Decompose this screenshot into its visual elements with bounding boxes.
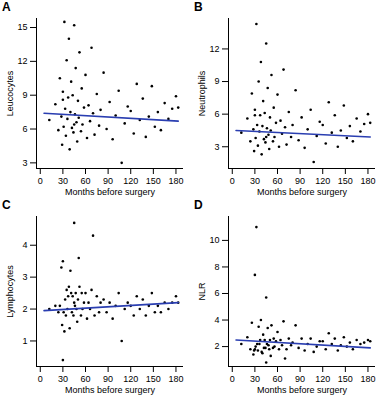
svg-text:3: 3 — [22, 158, 27, 168]
svg-text:6: 6 — [22, 124, 27, 134]
svg-text:10: 10 — [209, 235, 219, 245]
html-text:B: B — [194, 0, 203, 14]
svg-text:9: 9 — [22, 90, 27, 100]
svg-text:Lymphocytes: Lymphocytes — [5, 265, 15, 318]
svg-text:150: 150 — [338, 176, 353, 186]
svg-text:1: 1 — [22, 336, 27, 346]
svg-text:15: 15 — [17, 22, 27, 32]
svg-text:Months before surgery: Months before surgery — [257, 385, 348, 395]
svg-text:9: 9 — [214, 76, 219, 86]
svg-text:0: 0 — [38, 176, 43, 186]
svg-text:120: 120 — [123, 374, 138, 384]
svg-text:90: 90 — [103, 374, 113, 384]
svg-text:Months before surgery: Months before surgery — [65, 187, 156, 197]
svg-text:30: 30 — [58, 176, 68, 186]
svg-text:90: 90 — [295, 374, 305, 384]
svg-text:12: 12 — [17, 56, 27, 66]
svg-text:4: 4 — [22, 240, 27, 250]
svg-text:180: 180 — [168, 176, 183, 186]
svg-text:180: 180 — [360, 374, 375, 384]
svg-text:4: 4 — [214, 315, 219, 325]
svg-text:Leucocytes: Leucocytes — [5, 70, 15, 116]
svg-text:2: 2 — [22, 304, 27, 314]
svg-text:150: 150 — [146, 176, 161, 186]
html-text:C: C — [2, 198, 11, 212]
svg-text:60: 60 — [80, 374, 90, 384]
svg-text:2: 2 — [214, 341, 219, 351]
svg-text:60: 60 — [272, 374, 282, 384]
svg-text:NLR: NLR — [197, 282, 207, 301]
svg-text:60: 60 — [80, 176, 90, 186]
svg-text:3: 3 — [214, 142, 219, 152]
svg-text:30: 30 — [58, 374, 68, 384]
svg-text:0: 0 — [38, 374, 43, 384]
svg-text:0: 0 — [230, 176, 235, 186]
html-text:D: D — [194, 198, 203, 212]
html-text:A: A — [2, 0, 11, 14]
svg-text:90: 90 — [295, 176, 305, 186]
svg-text:30: 30 — [250, 374, 260, 384]
svg-text:120: 120 — [123, 176, 138, 186]
svg-text:180: 180 — [168, 374, 183, 384]
svg-text:60: 60 — [272, 176, 282, 186]
svg-text:180: 180 — [360, 176, 375, 186]
svg-text:6: 6 — [214, 109, 219, 119]
svg-text:120: 120 — [315, 176, 330, 186]
svg-text:3: 3 — [22, 272, 27, 282]
svg-text:0: 0 — [230, 374, 235, 384]
svg-text:Months before surgery: Months before surgery — [257, 187, 348, 197]
svg-text:8: 8 — [214, 262, 219, 272]
svg-text:12: 12 — [209, 44, 219, 54]
svg-text:120: 120 — [315, 374, 330, 384]
svg-text:6: 6 — [214, 288, 219, 298]
svg-text:90: 90 — [103, 176, 113, 186]
svg-text:Neutrophils: Neutrophils — [197, 70, 207, 116]
svg-text:Months before surgery: Months before surgery — [65, 385, 156, 395]
svg-text:150: 150 — [338, 374, 353, 384]
svg-text:30: 30 — [250, 176, 260, 186]
svg-text:150: 150 — [146, 374, 161, 384]
